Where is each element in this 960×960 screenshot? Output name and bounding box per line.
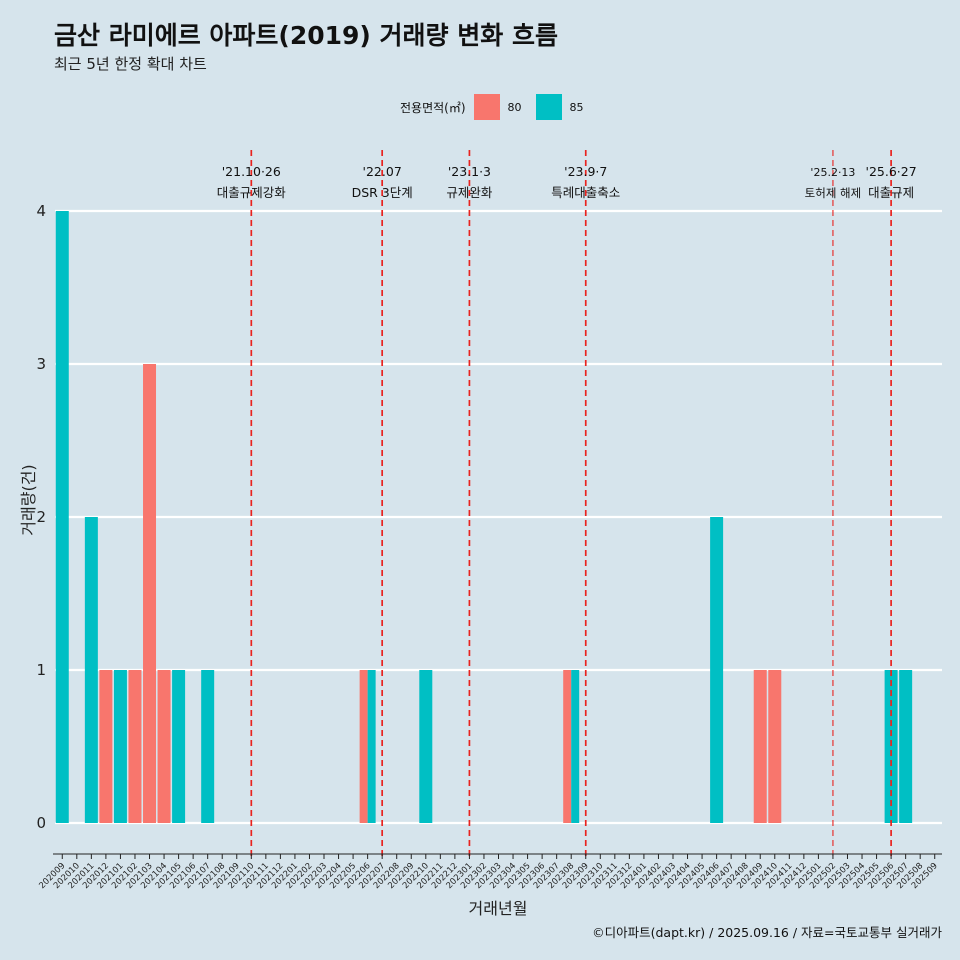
event-date-2: '23.1·3 (448, 164, 491, 179)
bar-202409-80 (753, 670, 767, 823)
event-date-4: '25.2·13 (810, 166, 855, 179)
y-tick-label-3: 3 (36, 355, 46, 373)
event-label-1: DSR 3단계 (352, 185, 413, 200)
source-caption: ©디아파트(dapt.kr) / 2025.09.16 / 자료=국토교통부 실… (592, 925, 942, 940)
bar-202012-80 (99, 670, 113, 823)
event-date-1: '22.07 (363, 164, 402, 179)
bar-202107-85 (201, 670, 215, 823)
event-label-3: 특례대출축소 (551, 185, 620, 200)
event-date-5: '25.6·27 (866, 164, 917, 179)
legend-label-80: 80 (507, 100, 522, 114)
bar-202009-85 (55, 211, 69, 823)
legend: 전용면적(㎡) 80 85 (400, 93, 598, 121)
bar-202410-80 (768, 670, 782, 823)
y-axis-title: 거래량(건) (19, 464, 38, 535)
chart-title: 금산 라미에르 아파트(2019) 거래량 변화 흐름 (54, 21, 558, 50)
bar-202506-85 (884, 670, 898, 823)
event-label-5: 대출규제 (868, 185, 914, 200)
bar-202105-85 (172, 670, 186, 823)
bar-202210-85 (419, 670, 433, 823)
y-tick-label-2: 2 (36, 508, 46, 526)
bar-202103-80 (143, 364, 157, 823)
legend-item-80: 80 (473, 94, 530, 120)
bar-202101-85 (113, 670, 127, 823)
bar-202406-85 (710, 517, 724, 823)
event-label-2: 규제완화 (446, 185, 493, 200)
bar-202308-80 (563, 670, 572, 823)
bar-202102-80 (128, 670, 142, 823)
y-tick-label-0: 0 (36, 814, 46, 832)
y-tick-label-1: 1 (36, 661, 46, 679)
y-tick-label-4: 4 (36, 202, 46, 220)
legend-swatch-85 (535, 94, 562, 120)
event-label-4: 토허제 해제 (805, 186, 862, 200)
bar-202507-85 (899, 670, 913, 823)
legend-item-85: 85 (535, 94, 592, 120)
bar-202104-80 (157, 670, 171, 823)
event-date-0: '21.10·26 (222, 164, 281, 179)
bar-202011-85 (84, 517, 98, 823)
bar-202308-85 (571, 670, 580, 823)
bar-202206-85 (367, 670, 376, 823)
event-label-0: 대출규제강화 (217, 185, 287, 200)
legend-title: 전용면적(㎡) (400, 100, 466, 115)
x-axis-title: 거래년월 (469, 899, 528, 918)
bar-202206-80 (359, 670, 368, 823)
legend-swatch-80 (473, 94, 500, 120)
legend-label-85: 85 (569, 100, 584, 114)
event-date-3: '23.9·7 (564, 164, 607, 179)
chart-subtitle: 최근 5년 한정 확대 차트 (54, 55, 207, 73)
